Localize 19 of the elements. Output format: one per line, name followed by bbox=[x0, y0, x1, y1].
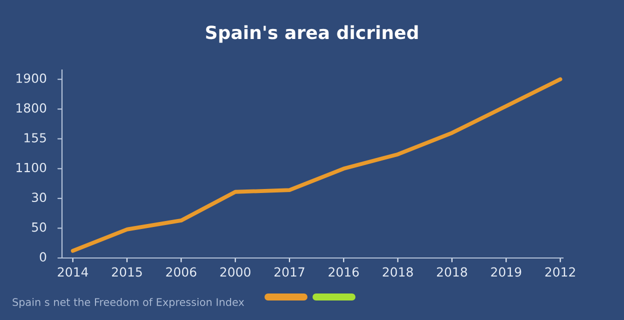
x-tick-label: 2015 bbox=[112, 267, 142, 277]
x-tick-label: 2017 bbox=[274, 267, 304, 277]
x-tick-label: 2014 bbox=[58, 267, 88, 277]
text: 0 bbox=[40, 252, 46, 262]
chart-title: Spain's area dicrined bbox=[206, 25, 418, 43]
x-tick-label: 2012 bbox=[545, 267, 575, 277]
text: 30 bbox=[32, 192, 46, 202]
x-tick-label: 2000 bbox=[220, 267, 250, 277]
x-tick-label: 2006 bbox=[166, 267, 196, 277]
text: 1100 bbox=[16, 162, 46, 172]
x-tick-label: 2018 bbox=[382, 267, 413, 277]
x-tick-label: 2019 bbox=[491, 267, 522, 277]
text: 155 bbox=[24, 133, 46, 142]
x-tick-label: 2018 bbox=[436, 267, 468, 277]
x-tick-label: 2016 bbox=[328, 267, 359, 277]
text: Spain s net the Freedom of Expression Index bbox=[12, 298, 244, 308]
text: 50 bbox=[32, 222, 46, 232]
text: 1900 bbox=[16, 73, 46, 83]
text: 1800 bbox=[16, 103, 46, 113]
